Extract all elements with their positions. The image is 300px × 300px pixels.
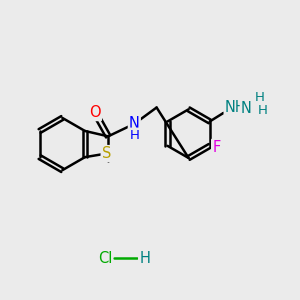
Text: H: H — [130, 129, 140, 142]
Text: O: O — [89, 105, 101, 120]
Text: H: H — [254, 91, 264, 104]
Text: Cl: Cl — [98, 251, 112, 266]
Text: H: H — [139, 251, 150, 266]
Text: NH₂: NH₂ — [225, 100, 253, 115]
Text: H: H — [257, 104, 267, 117]
Text: N: N — [129, 116, 140, 131]
Text: N: N — [241, 101, 252, 116]
Text: F: F — [212, 140, 220, 155]
Text: S: S — [102, 146, 111, 161]
